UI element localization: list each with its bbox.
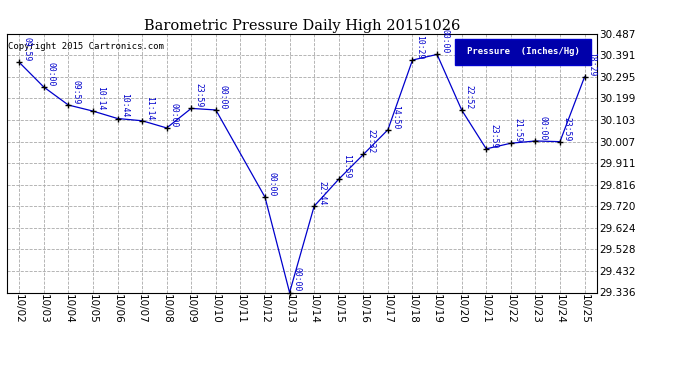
Title: Barometric Pressure Daily High 20151026: Barometric Pressure Daily High 20151026 — [144, 19, 460, 33]
Text: 23:59: 23:59 — [194, 83, 204, 108]
Text: Copyright 2015 Cartronics.com: Copyright 2015 Cartronics.com — [8, 42, 164, 51]
Text: 10:44: 10:44 — [121, 93, 130, 118]
Text: 09:59: 09:59 — [22, 37, 31, 62]
Text: 14:50: 14:50 — [391, 105, 400, 129]
Text: 00:00: 00:00 — [440, 29, 449, 54]
Text: 10:29: 10:29 — [415, 35, 424, 59]
Text: 22:52: 22:52 — [464, 85, 473, 109]
Text: Pressure  (Inches/Hg): Pressure (Inches/Hg) — [466, 47, 580, 56]
Text: 09:59: 09:59 — [71, 80, 80, 104]
Text: 00:00: 00:00 — [170, 103, 179, 127]
Text: 23:59: 23:59 — [563, 117, 572, 141]
Text: 22:44: 22:44 — [317, 181, 326, 206]
Text: 00:00: 00:00 — [293, 267, 302, 292]
Text: 00:00: 00:00 — [268, 172, 277, 196]
Text: 00:00: 00:00 — [47, 62, 56, 86]
Text: 21:59: 21:59 — [514, 118, 523, 142]
Text: 22:32: 22:32 — [366, 129, 375, 154]
Text: 23:59: 23:59 — [489, 124, 498, 148]
Text: 00:00: 00:00 — [219, 85, 228, 109]
Text: 00:00: 00:00 — [538, 116, 547, 140]
Text: 11:59: 11:59 — [342, 154, 351, 178]
Text: 10:14: 10:14 — [96, 86, 105, 110]
Text: 11:14: 11:14 — [145, 96, 154, 120]
Text: 18:29: 18:29 — [587, 52, 597, 76]
Bar — [455, 39, 591, 65]
